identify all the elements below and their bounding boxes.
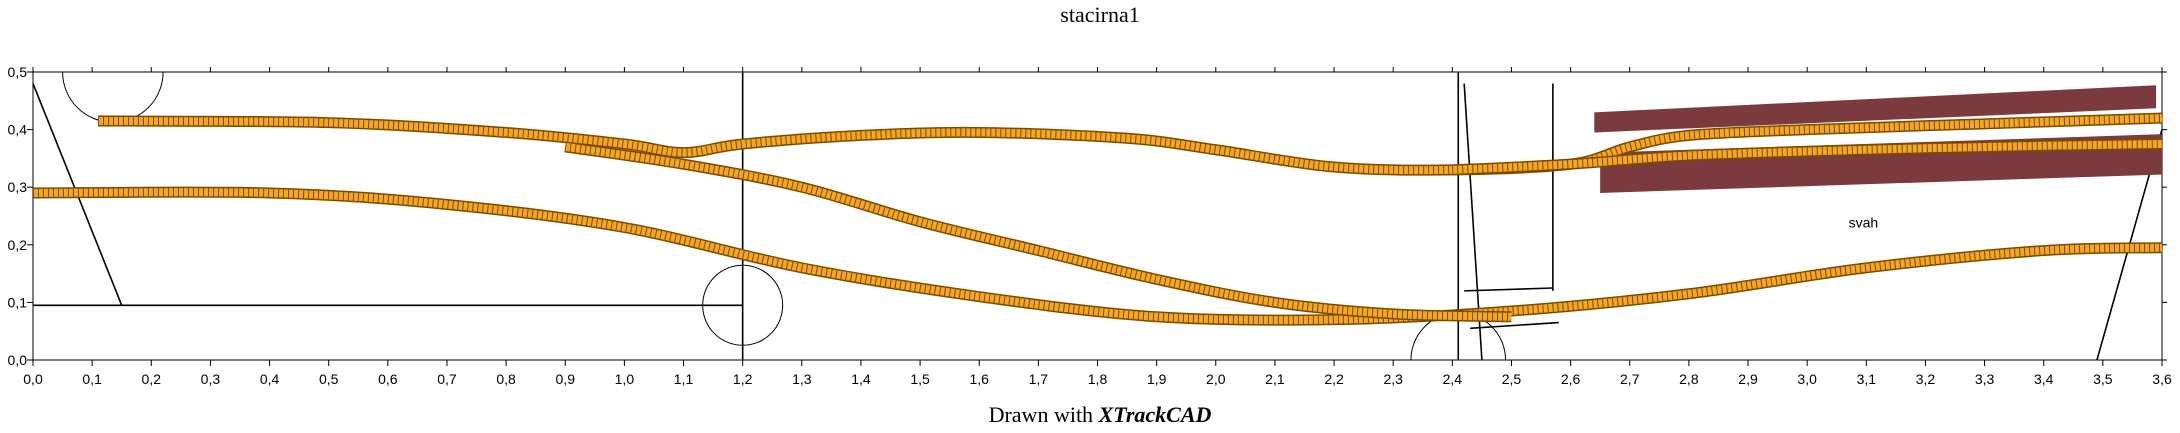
x-tick-label: 2,7	[1620, 371, 1640, 387]
track-main-lower-ties	[32, 188, 2163, 325]
y-tick-label: 0,0	[8, 352, 28, 368]
x-tick-label: 0,8	[496, 371, 516, 387]
x-tick-label: 0,7	[437, 371, 457, 387]
axis-labels: 0,0 0,1 0,2 0,3 0,4 0,5 0,6 0,7 0,8 0,9 1,0 1,1 1,2 1…	[8, 64, 2172, 387]
x-tick-label: 1,5	[910, 371, 930, 387]
x-tick-label: 2,9	[1738, 371, 1758, 387]
x-tick-label: 0,2	[142, 371, 162, 387]
y-tick-label: 0,4	[8, 122, 28, 138]
drawing-title: stacirna1	[1060, 2, 1140, 27]
y-tick-label: 0,3	[8, 179, 28, 195]
x-tick-label: 2,5	[1502, 371, 1522, 387]
bridge-line	[1464, 287, 1553, 292]
x-tick-label: 1,9	[1147, 371, 1167, 387]
turntable-circle	[702, 264, 784, 346]
x-tick-label: 2,4	[1443, 371, 1463, 387]
x-tick-label: 3,6	[2152, 371, 2172, 387]
x-tick-label: 3,5	[2093, 371, 2113, 387]
track-upper	[98, 114, 2163, 175]
track-main-lower	[32, 188, 2163, 325]
axis-frame	[27, 67, 2167, 366]
x-tick-label: 3,2	[1916, 371, 1936, 387]
x-tick-label: 2,3	[1383, 371, 1403, 387]
x-tick-label: 1,3	[792, 371, 812, 387]
x-tick-label: 2,1	[1265, 371, 1285, 387]
x-tick-label: 0,6	[378, 371, 398, 387]
footer-brand: XTrackCAD	[1098, 402, 1212, 427]
track-crossover	[564, 142, 1512, 321]
x-tick-label: 0,9	[556, 371, 576, 387]
x-tick-label: 0,1	[82, 371, 102, 387]
x-tick-label: 1,1	[674, 371, 694, 387]
x-tick-label: 0,5	[319, 371, 339, 387]
tracks	[32, 112, 2163, 326]
footer-credit: Drawn with XTrackCAD	[0, 402, 2180, 428]
x-tick-label: 1,7	[1029, 371, 1049, 387]
x-tick-label: 2,2	[1324, 371, 1344, 387]
x-tick-label: 1,0	[615, 371, 635, 387]
x-tick-label: 3,0	[1797, 371, 1817, 387]
x-tick-label: 3,3	[1975, 371, 1995, 387]
bridge-line	[1470, 321, 1559, 330]
x-tick-label: 0,4	[260, 371, 280, 387]
footer-prefix: Drawn with	[988, 402, 1099, 427]
embankment-upper	[1594, 85, 2157, 133]
x-tick-label: 0,3	[201, 371, 221, 387]
track-main-lower-edge	[32, 186, 2163, 326]
x-tick-label: 0,0	[23, 371, 43, 387]
x-tick-label: 3,1	[1857, 371, 1877, 387]
x-tick-label: 3,4	[2034, 371, 2054, 387]
arc	[62, 71, 164, 123]
x-tick-label: 1,4	[851, 371, 871, 387]
x-tick-label: 2,0	[1206, 371, 1226, 387]
x-tick-label: 2,6	[1561, 371, 1581, 387]
y-tick-label: 0,5	[8, 64, 28, 80]
y-tick-label: 0,2	[8, 237, 28, 253]
x-tick-label: 1,6	[969, 371, 989, 387]
x-tick-label: 2,8	[1679, 371, 1699, 387]
x-tick-label: 1,8	[1088, 371, 1108, 387]
track-siding	[1452, 140, 2163, 174]
area-label-svah: svah	[1849, 215, 1879, 231]
x-tick-label: 1,2	[733, 371, 753, 387]
y-tick-label: 0,1	[8, 294, 28, 310]
